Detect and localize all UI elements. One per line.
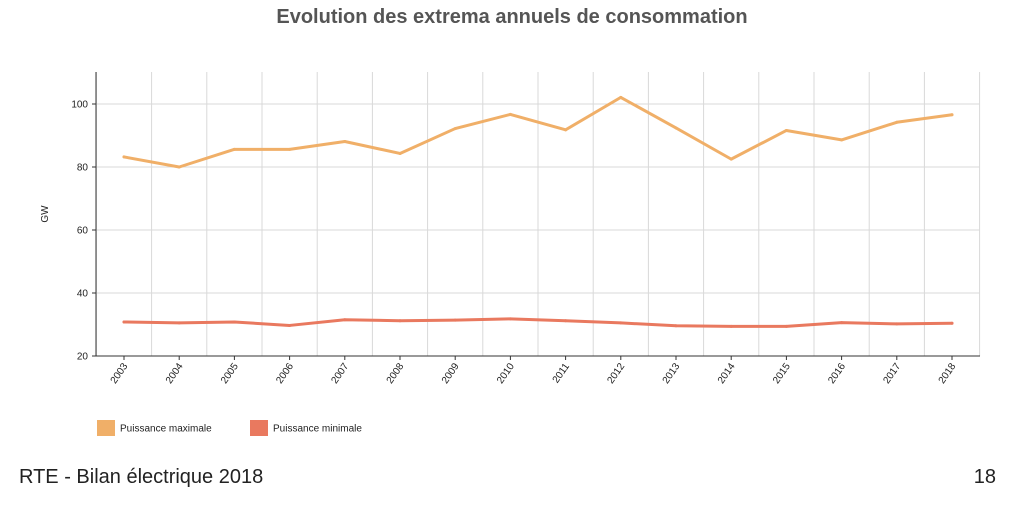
data-point xyxy=(619,95,623,99)
data-point xyxy=(398,151,402,155)
data-point xyxy=(122,155,126,159)
x-tick-label: 2017 xyxy=(881,361,903,386)
legend-swatch xyxy=(250,420,268,436)
data-point xyxy=(508,317,512,321)
x-tick-label: 2016 xyxy=(826,361,848,386)
data-point xyxy=(895,322,899,326)
x-tick-label: 2005 xyxy=(219,361,241,386)
chart-title: Evolution des extrema annuels de consomm… xyxy=(276,6,748,28)
x-tick-label: 2015 xyxy=(771,361,793,386)
x-tick-label: 2014 xyxy=(716,361,738,386)
data-point xyxy=(232,147,236,151)
y-axis-label: GW xyxy=(40,205,51,223)
data-point xyxy=(288,323,292,327)
data-point xyxy=(950,321,954,325)
series-line-minimale xyxy=(122,317,954,328)
x-tick-label: 2010 xyxy=(495,361,517,386)
legend-label: Puissance maximale xyxy=(120,424,212,435)
x-tick-label: 2006 xyxy=(274,361,296,386)
y-tick-label: 40 xyxy=(77,289,89,300)
line-chart: 20 40 60 80 100 GW 2003 2004 2005 2006 2007 2008 200… xyxy=(40,72,981,436)
x-tick-label: 2003 xyxy=(109,361,131,386)
data-point xyxy=(729,324,733,328)
x-tick-label: 2011 xyxy=(551,361,573,385)
x-tick-label: 2004 xyxy=(164,361,186,386)
data-point xyxy=(840,321,844,325)
legend-swatch xyxy=(97,420,115,436)
series-line-maximale xyxy=(122,95,954,169)
data-point xyxy=(398,319,402,323)
y-tick-label: 80 xyxy=(77,163,89,174)
x-tick-label: 2018 xyxy=(937,361,959,386)
data-point xyxy=(564,128,568,132)
data-point xyxy=(177,321,181,325)
x-tick-label: 2012 xyxy=(605,361,627,386)
data-point xyxy=(729,157,733,161)
data-point xyxy=(784,324,788,328)
data-point xyxy=(950,113,954,117)
page-number: 18 xyxy=(973,466,996,488)
data-point xyxy=(840,138,844,142)
data-point xyxy=(343,139,347,143)
data-point xyxy=(508,112,512,116)
data-point xyxy=(232,320,236,324)
y-tick-label: 20 xyxy=(77,352,89,363)
data-point xyxy=(177,165,181,169)
legend-label: Puissance minimale xyxy=(273,424,362,435)
data-point xyxy=(895,120,899,124)
data-point xyxy=(288,147,292,151)
x-tick-label: 2007 xyxy=(329,361,351,386)
data-point xyxy=(674,126,678,130)
x-tick-label: 2008 xyxy=(385,361,407,386)
data-point xyxy=(343,318,347,322)
x-tick-label: 2013 xyxy=(661,361,683,386)
data-point xyxy=(453,318,457,322)
data-point xyxy=(453,127,457,131)
data-point xyxy=(564,319,568,323)
data-point xyxy=(674,324,678,328)
y-tick-label: 60 xyxy=(77,226,89,237)
data-point xyxy=(784,128,788,132)
y-tick-label: 100 xyxy=(71,100,88,111)
data-point xyxy=(122,320,126,324)
footer-source: RTE - Bilan électrique 2018 xyxy=(19,466,264,488)
data-point xyxy=(619,321,623,325)
x-tick-label: 2009 xyxy=(440,361,462,386)
